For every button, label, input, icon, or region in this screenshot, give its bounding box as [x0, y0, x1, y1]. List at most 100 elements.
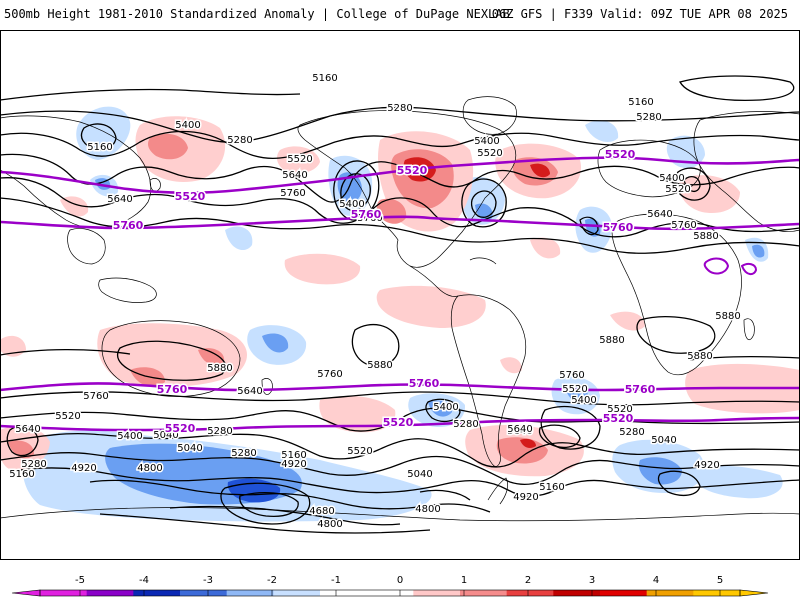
legend-color-segment [133, 590, 181, 596]
contour-label: 5280 [227, 135, 252, 146]
legend-color-segment [553, 590, 601, 596]
neg-anomaly-area [428, 400, 452, 417]
highlight-contour-label: 5520 [605, 148, 636, 161]
legend-color-segment [40, 590, 88, 596]
neg-anomaly-area [225, 226, 253, 251]
contour-line [470, 190, 497, 218]
contour-label: 4800 [415, 504, 440, 515]
pos-anomaly-area [520, 438, 536, 448]
contour-line [19, 467, 800, 497]
contour-line [419, 489, 471, 501]
legend: -5 -4 -3 -2 -1 0 1 2 3 4 5 [0, 568, 800, 600]
contour-label: 5760 [83, 391, 108, 402]
legend-color-segment [320, 590, 368, 596]
contour-line [117, 340, 227, 381]
map-title: 500mb Height 1981-2010 Standardized Anom… [4, 7, 510, 21]
highlight-contour-label: 5520 [175, 190, 206, 203]
legend-color-segment [460, 590, 508, 596]
contour-5520-south [0, 416, 800, 432]
contour-label: 5400 [433, 402, 458, 413]
highlight-contour-label: 5760 [409, 377, 440, 390]
legend-color-segment [366, 590, 414, 596]
contour-5520-north [0, 156, 800, 195]
highlight-contour-label: 5760 [625, 383, 656, 396]
contour-label: 5760 [280, 188, 305, 199]
pos-anomaly-area [319, 395, 396, 433]
neg-anomaly-area [690, 465, 783, 499]
contour-label: 5760 [559, 370, 584, 381]
legend-tick-label: 3 [589, 575, 595, 586]
contour-line [0, 348, 131, 356]
contour-line [351, 323, 400, 367]
map-panel: 5160 5400 5280 5160 5640 5520 5640 5760 5400 5280… [0, 30, 800, 560]
legend-tick-label: -2 [267, 575, 277, 586]
contour-line [0, 88, 301, 101]
legend-color-segment [413, 590, 461, 596]
highlight-contour-label: 5760 [351, 208, 382, 221]
coastline-east-asia [0, 115, 152, 229]
contour-label: 4800 [137, 463, 162, 474]
contour-label: 5040 [651, 435, 676, 446]
highlight-contour-label: 5520 [165, 422, 196, 435]
coastline-north-america [297, 110, 517, 268]
legend-tick-label: -3 [203, 575, 213, 586]
contour-label: 5880 [367, 360, 392, 371]
contour-line [657, 470, 701, 497]
contour-label: 5640 [107, 194, 132, 205]
legend-color-segment [273, 590, 321, 596]
contour-5760-closed [703, 257, 730, 275]
pos-anomaly-area [198, 348, 225, 366]
highlight-contour-label: 5760 [603, 221, 634, 234]
contour-label: 5040 [153, 430, 178, 441]
pos-anomaly-area [500, 357, 522, 374]
contour-line [340, 173, 371, 211]
legend-color-segment [506, 590, 554, 596]
contour-label: 5640 [647, 209, 672, 220]
legend-tick-label: -1 [331, 575, 341, 586]
contour-line [579, 216, 599, 236]
contour-label: 5280 [207, 426, 232, 437]
contour-label: 4920 [694, 460, 719, 471]
coastlines [0, 96, 800, 522]
coastline-australia [101, 320, 241, 397]
pos-anomaly-area [530, 163, 550, 178]
contour-line [169, 505, 401, 526]
contour-label: 5640 [15, 424, 40, 435]
highlight-contour-label: 5760 [113, 219, 144, 232]
contour-line [0, 130, 800, 160]
pos-anomaly-area [276, 146, 320, 174]
height-contours [0, 75, 800, 534]
contour-label: 5520 [607, 404, 632, 415]
pos-anomaly-area [97, 323, 247, 387]
contour-label: 5280 [21, 459, 46, 470]
contour-label: 5880 [207, 363, 232, 374]
contour-line [540, 405, 601, 450]
neg-anomaly-area [638, 457, 682, 485]
contour-line [89, 479, 491, 513]
legend-border [39, 589, 741, 597]
coastline-caribbean [469, 257, 497, 265]
contour-label: 5880 [687, 351, 712, 362]
neg-anomaly-area [585, 120, 619, 142]
coastline-southeast-asia [67, 228, 106, 265]
legend-tick-label: -4 [139, 575, 149, 586]
contour-line [239, 491, 299, 518]
contour-label: 5640 [507, 426, 532, 437]
legend-tick-label: 4 [653, 575, 659, 586]
contour-label: 5400 [339, 199, 364, 210]
contour-5760-closed [740, 262, 758, 276]
contour-label: 5640 [507, 424, 532, 435]
highlight-contour-label: 5520 [603, 412, 634, 425]
contour-label: 5160 [539, 482, 564, 493]
contour-label: 5280 [387, 103, 412, 114]
coastline-indonesia [98, 277, 157, 303]
contour-line [679, 75, 795, 102]
legend-tick-label: 5 [717, 575, 723, 586]
pos-anomaly-area [530, 237, 561, 259]
contour-line [636, 316, 716, 354]
contour-line [99, 513, 431, 534]
contour-label: 5640 [282, 170, 307, 181]
coastline-south-america [450, 294, 527, 467]
contour-label: 5160 [628, 97, 653, 108]
legend-color-segment [226, 590, 274, 596]
